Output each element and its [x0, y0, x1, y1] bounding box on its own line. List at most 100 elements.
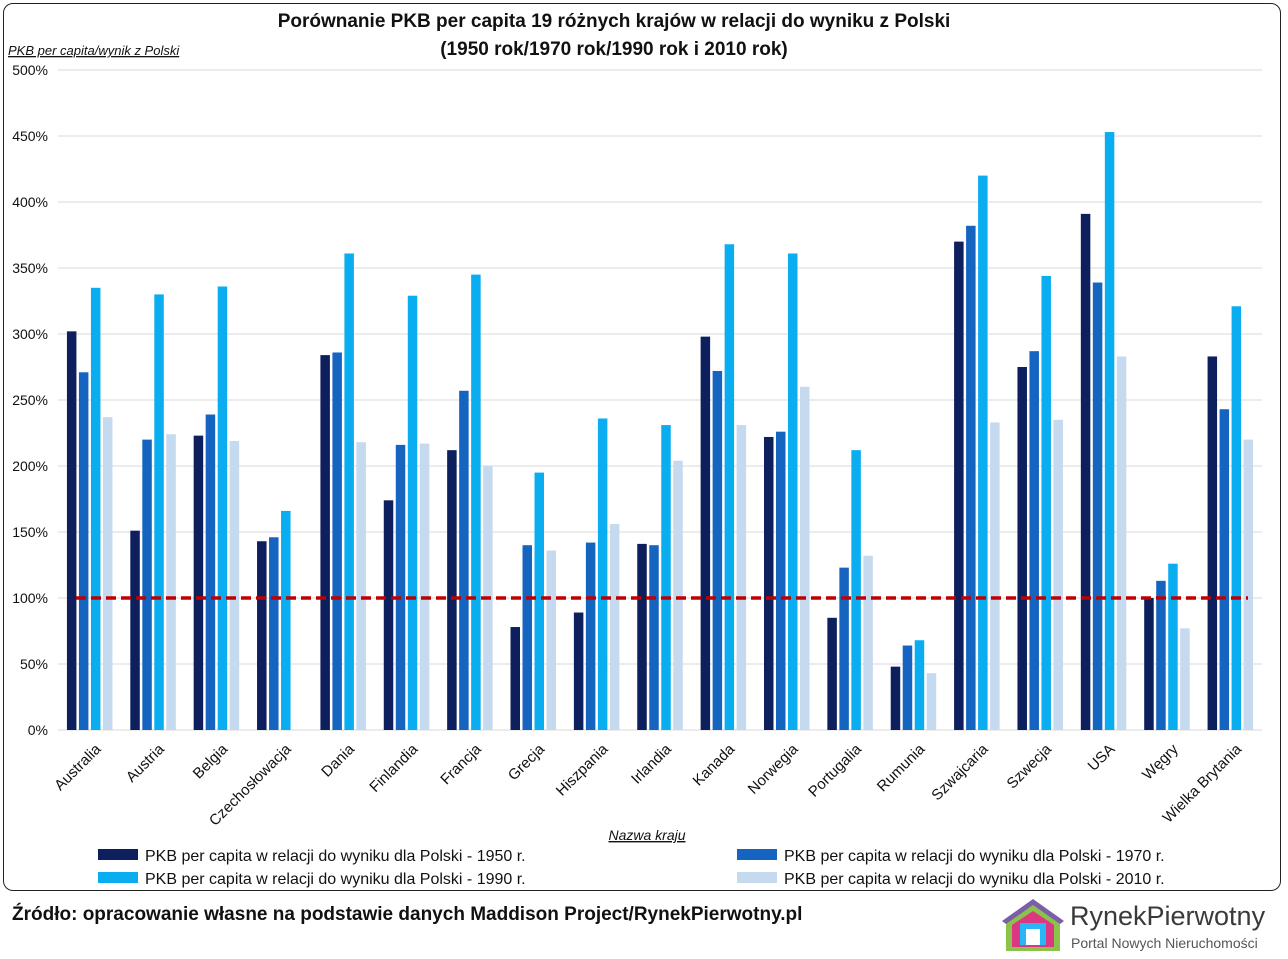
bar [573, 612, 584, 730]
x-tick-label: Dania [318, 740, 358, 780]
bar [66, 331, 77, 730]
bar [1104, 132, 1115, 731]
bar [546, 550, 557, 730]
bar [966, 225, 976, 730]
bar [102, 417, 113, 730]
bar [90, 287, 101, 730]
y-axis-label: PKB per capita/wynik z Polski [8, 43, 180, 58]
x-tick-label: Finlandia [366, 740, 422, 796]
bar [914, 640, 925, 730]
logo-name: RynekPierwotny [1070, 901, 1266, 931]
bar [775, 431, 786, 730]
legend-label: PKB per capita w relacji do wyniku dla P… [145, 848, 526, 865]
bar [130, 530, 140, 730]
legend-swatch [737, 849, 777, 860]
source-note: Źródło: opracowanie własne na podstawie … [12, 904, 803, 925]
bar [332, 352, 342, 730]
x-tick-label: Węgry [1139, 740, 1182, 783]
bar [1144, 598, 1154, 730]
bar [827, 617, 837, 730]
x-tick-label: Hiszpania [553, 740, 612, 799]
bar [395, 444, 406, 730]
bar [978, 175, 988, 731]
bar [383, 500, 394, 730]
logo[interactable]: RynekPierwotny Portal Nowych Nieruchomoś… [1002, 897, 1286, 957]
x-tick-label: Australia [51, 740, 105, 794]
bar [1156, 580, 1166, 730]
x-axis-label: Nazwa kraju [608, 827, 685, 843]
bar [902, 645, 913, 730]
bar [1243, 439, 1254, 730]
x-tick-label: Francja [437, 740, 485, 788]
chart-title: Porównanie PKB per capita 19 różnych kra… [278, 11, 951, 32]
bars [66, 132, 1254, 731]
x-tick-label: Szwajcaria [928, 740, 992, 804]
bar [1041, 275, 1051, 730]
x-tick-label: Szwecja [1004, 740, 1056, 792]
bar [217, 286, 228, 730]
y-tick-label: 0% [28, 722, 48, 738]
bar [585, 542, 596, 730]
bar [407, 295, 418, 730]
y-tick-label: 450% [12, 128, 48, 144]
x-tick-label: Portugalia [805, 740, 865, 800]
bar [166, 434, 176, 730]
y-tick-label: 250% [12, 392, 48, 408]
bar [787, 253, 798, 731]
bar [1080, 213, 1091, 730]
y-tick-label: 200% [12, 458, 48, 474]
bar [510, 627, 521, 730]
bar [459, 390, 469, 730]
bar [154, 294, 164, 730]
y-tick-label: 50% [20, 656, 48, 672]
bar [954, 241, 964, 730]
logo-tagline: Portal Nowych Nieruchomości [1071, 935, 1258, 951]
bar [281, 510, 291, 730]
bar [799, 386, 810, 730]
legend-swatch [98, 849, 138, 860]
x-tick-label: Grecja [505, 740, 549, 784]
legend-label: PKB per capita w relacji do wyniku dla P… [145, 871, 526, 888]
bar [661, 425, 671, 730]
y-tick-label: 500% [12, 62, 48, 78]
bar [534, 472, 545, 730]
bar [522, 545, 533, 730]
x-tick-label: Belgia [190, 740, 232, 782]
x-tick-label: Norwegia [745, 740, 802, 797]
legend: PKB per capita w relacji do wyniku dla P… [98, 848, 1165, 888]
bar [890, 666, 901, 730]
bar [700, 336, 711, 730]
bar [447, 450, 457, 730]
bar [78, 372, 89, 730]
bar [1029, 351, 1039, 730]
bar [1092, 282, 1103, 730]
bar [1168, 563, 1178, 730]
x-tick-label: Irlandia [628, 740, 675, 787]
bar [851, 450, 861, 730]
bar [736, 425, 747, 730]
bar [257, 541, 267, 730]
chart-frame [3, 3, 1281, 891]
bar [990, 422, 1000, 730]
bar [597, 418, 608, 730]
bar [356, 442, 366, 730]
bar [1053, 419, 1063, 730]
bar [763, 436, 774, 730]
legend-label: PKB per capita w relacji do wyniku dla P… [784, 848, 1165, 865]
bar [609, 524, 620, 730]
bar [637, 543, 647, 730]
x-tick-label: Austria [123, 740, 168, 785]
bar [1231, 306, 1242, 730]
bar [724, 244, 735, 731]
bar [205, 414, 216, 730]
bar [863, 555, 873, 730]
x-tick-label: Kanada [690, 740, 739, 789]
bar [926, 673, 937, 730]
y-tick-label: 100% [12, 590, 48, 606]
x-tick-label: Rumunia [874, 740, 929, 795]
bar [193, 435, 204, 730]
bar [712, 370, 723, 730]
bar [320, 355, 330, 730]
